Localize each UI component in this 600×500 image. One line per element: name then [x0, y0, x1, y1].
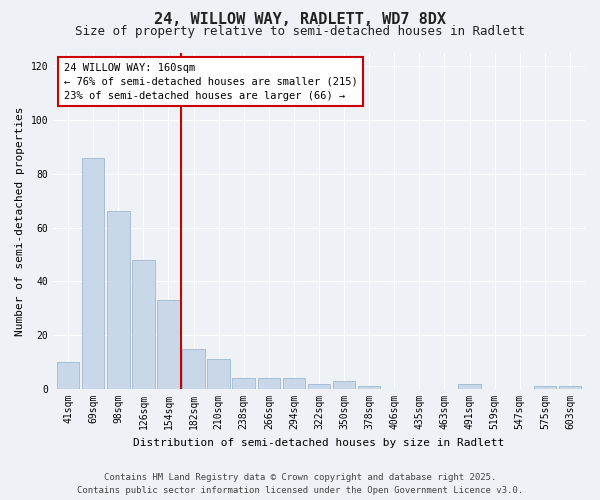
Bar [333, 381, 355, 389]
Bar [458, 384, 481, 389]
Bar [132, 260, 155, 389]
Bar [82, 158, 104, 389]
Bar [157, 300, 180, 389]
Bar [559, 386, 581, 389]
Text: 24, WILLOW WAY, RADLETT, WD7 8DX: 24, WILLOW WAY, RADLETT, WD7 8DX [154, 12, 446, 28]
Text: Size of property relative to semi-detached houses in Radlett: Size of property relative to semi-detach… [75, 25, 525, 38]
Bar [57, 362, 79, 389]
X-axis label: Distribution of semi-detached houses by size in Radlett: Distribution of semi-detached houses by … [133, 438, 505, 448]
Bar [283, 378, 305, 389]
Text: 24 WILLOW WAY: 160sqm
← 76% of semi-detached houses are smaller (215)
23% of sem: 24 WILLOW WAY: 160sqm ← 76% of semi-deta… [64, 62, 358, 100]
Bar [533, 386, 556, 389]
Bar [232, 378, 255, 389]
Bar [358, 386, 380, 389]
Text: Contains HM Land Registry data © Crown copyright and database right 2025.
Contai: Contains HM Land Registry data © Crown c… [77, 474, 523, 495]
Y-axis label: Number of semi-detached properties: Number of semi-detached properties [15, 106, 25, 336]
Bar [208, 360, 230, 389]
Bar [182, 348, 205, 389]
Bar [107, 212, 130, 389]
Bar [308, 384, 331, 389]
Bar [257, 378, 280, 389]
